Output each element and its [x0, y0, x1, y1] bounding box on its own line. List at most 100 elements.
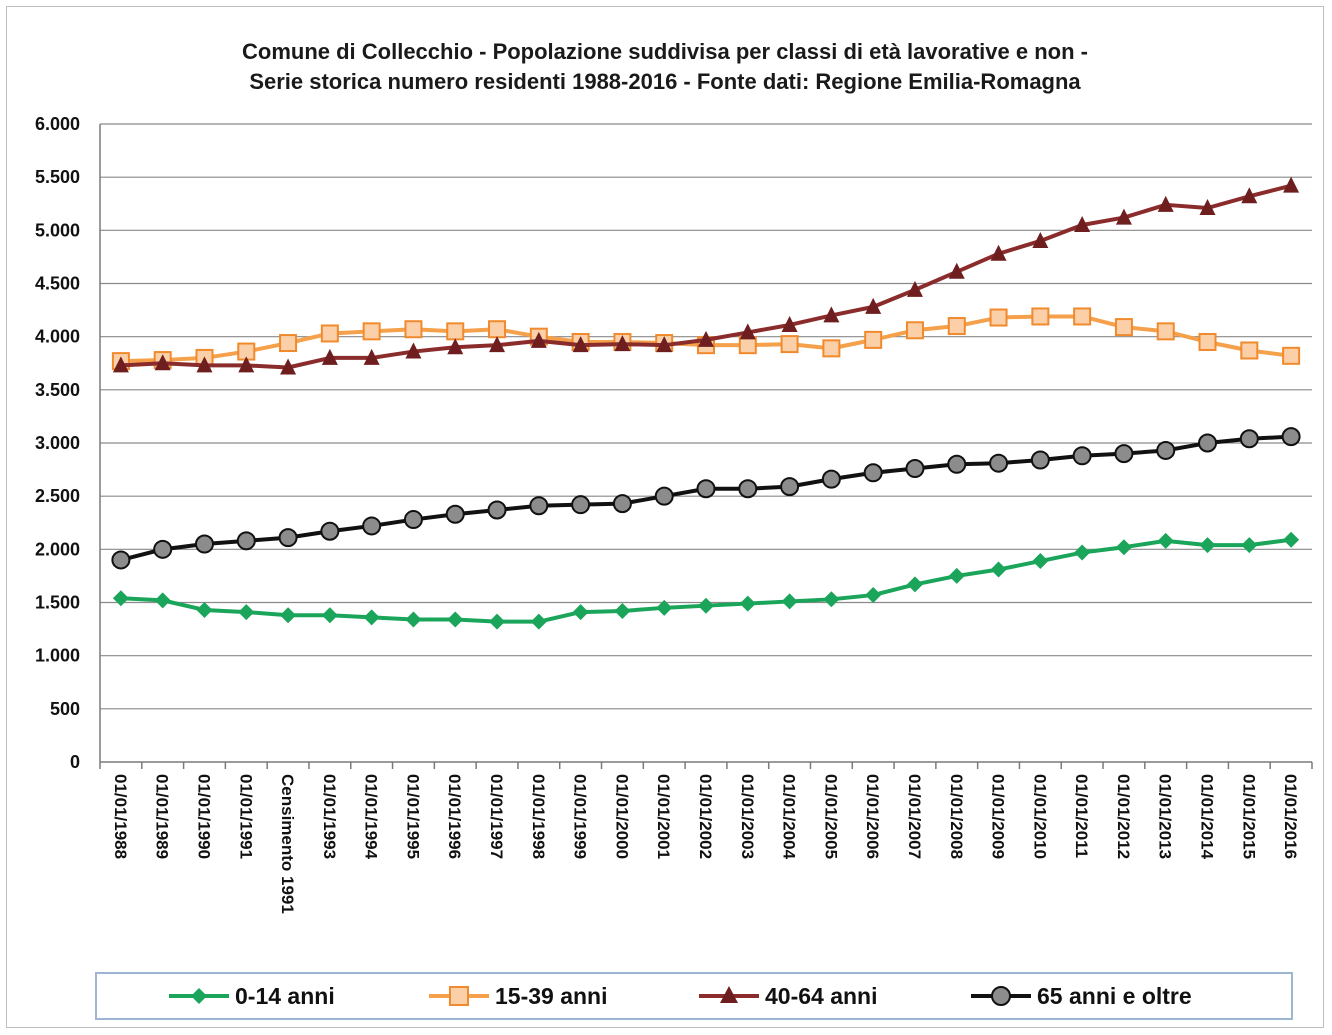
data-point: [1074, 544, 1091, 561]
x-tick-label: 01/01/2010: [1030, 774, 1049, 859]
y-tick-label: 3.500: [35, 380, 80, 400]
data-point: [572, 604, 589, 621]
data-point: [363, 609, 380, 626]
data-point: [821, 469, 841, 489]
data-point: [489, 613, 506, 630]
data-point: [572, 336, 589, 353]
x-tick-label: 01/01/2012: [1114, 774, 1133, 859]
data-point: [1283, 176, 1300, 193]
data-point: [447, 338, 464, 355]
legend-label-65-plus: 65 anni e oltre: [1037, 982, 1192, 1009]
data-point: [1114, 318, 1133, 337]
y-tick-label: 1.500: [35, 593, 80, 613]
x-tick-label: Censimento 1991: [278, 774, 297, 914]
data-point: [279, 334, 298, 353]
data-point: [194, 534, 214, 554]
legend: 0-14 anni 15-39 anni 40-64 anni 65 anni …: [95, 972, 1293, 1020]
data-point: [656, 599, 673, 616]
data-point: [780, 335, 799, 354]
x-tick-label: 01/01/1997: [487, 774, 506, 859]
data-point: [612, 494, 632, 514]
x-tick-label: 01/01/1999: [571, 774, 590, 859]
y-tick-labels: 0 500 1.000 1.500 2.000 2.500 3.000 3.500 4.000 4…: [35, 114, 80, 772]
data-point: [154, 354, 171, 371]
data-point: [948, 567, 965, 584]
data-point: [948, 262, 965, 279]
y-tick-label: 3.000: [35, 433, 80, 453]
data-point: [614, 335, 631, 352]
data-point: [1156, 440, 1176, 460]
series-lines: [111, 176, 1301, 630]
data-point: [445, 504, 465, 524]
data-point: [1072, 446, 1092, 466]
data-point: [990, 561, 1007, 578]
x-tick-label: 01/01/1998: [529, 774, 548, 859]
data-point: [1241, 187, 1258, 204]
x-tick-label: 01/01/2014: [1198, 774, 1217, 860]
data-point: [320, 521, 340, 541]
data-point: [1031, 307, 1050, 326]
data-point: [656, 336, 673, 353]
data-point: [823, 591, 840, 608]
gridlines: [100, 123, 1312, 710]
data-point: [906, 576, 923, 593]
data-point: [614, 603, 631, 620]
data-point: [947, 317, 966, 336]
legend-label-40-64: 40-64 anni: [765, 982, 878, 1009]
y-tick-label: 4.000: [35, 327, 80, 347]
data-point: [1032, 231, 1049, 248]
y-tick-label: 4.500: [35, 274, 80, 294]
data-point: [863, 463, 883, 483]
x-tick-labels: 01/01/1988 01/01/1989 01/01/1990 01/01/1991…: [111, 774, 1300, 914]
x-tick-label: 01/01/1996: [445, 774, 464, 859]
data-point: [905, 459, 925, 479]
data-point: [321, 607, 338, 624]
data-point: [487, 500, 507, 520]
data-point: [1198, 332, 1217, 351]
legend-label-0-14: 0-14 anni: [235, 982, 335, 1009]
data-point: [238, 356, 255, 373]
data-point: [1073, 307, 1092, 326]
chart-title-line-2: Serie storica numero residenti 1988-2016…: [249, 69, 1081, 94]
data-point: [362, 516, 382, 536]
data-point: [571, 495, 591, 515]
data-point: [405, 611, 422, 628]
data-point: [153, 539, 173, 559]
data-point: [780, 477, 800, 497]
y-tick-label: 5.000: [35, 220, 80, 240]
data-point: [196, 601, 213, 618]
legend-label-15-39: 15-39 anni: [495, 982, 608, 1009]
data-point: [865, 297, 882, 314]
data-point: [112, 356, 129, 373]
x-tick-label: 01/01/2015: [1239, 774, 1258, 859]
data-point: [488, 320, 507, 339]
axes: [99, 124, 1313, 769]
data-point: [696, 479, 716, 499]
x-tick-label: 01/01/1994: [362, 774, 381, 860]
data-point: [1199, 199, 1216, 216]
x-tick-label: 01/01/2011: [1072, 774, 1091, 858]
data-point: [1074, 216, 1091, 233]
data-point: [236, 531, 256, 551]
data-point: [698, 330, 714, 347]
data-point: [362, 322, 381, 341]
x-tick-label: 01/01/2003: [738, 774, 757, 859]
y-tick-label: 2.000: [35, 539, 80, 559]
data-point: [989, 308, 1008, 327]
x-tick-label: 01/01/2016: [1281, 774, 1300, 859]
x-tick-label: 01/01/1995: [403, 774, 422, 859]
x-tick-label: 01/01/1993: [320, 774, 339, 859]
data-point: [446, 322, 465, 341]
x-tick-label: 01/01/2013: [1156, 774, 1175, 859]
legend-swatch-40-64: [699, 986, 759, 1003]
data-point: [278, 528, 298, 548]
legend-swatch-0-14: [169, 988, 229, 1004]
data-point: [1199, 537, 1216, 554]
data-point: [781, 315, 798, 332]
data-point: [865, 587, 882, 604]
x-tick-label: 01/01/1990: [194, 774, 213, 859]
data-point: [320, 324, 339, 343]
legend-item-0-14: 0-14 anni: [167, 974, 335, 1018]
legend-item-15-39: 15-39 anni: [427, 974, 608, 1018]
